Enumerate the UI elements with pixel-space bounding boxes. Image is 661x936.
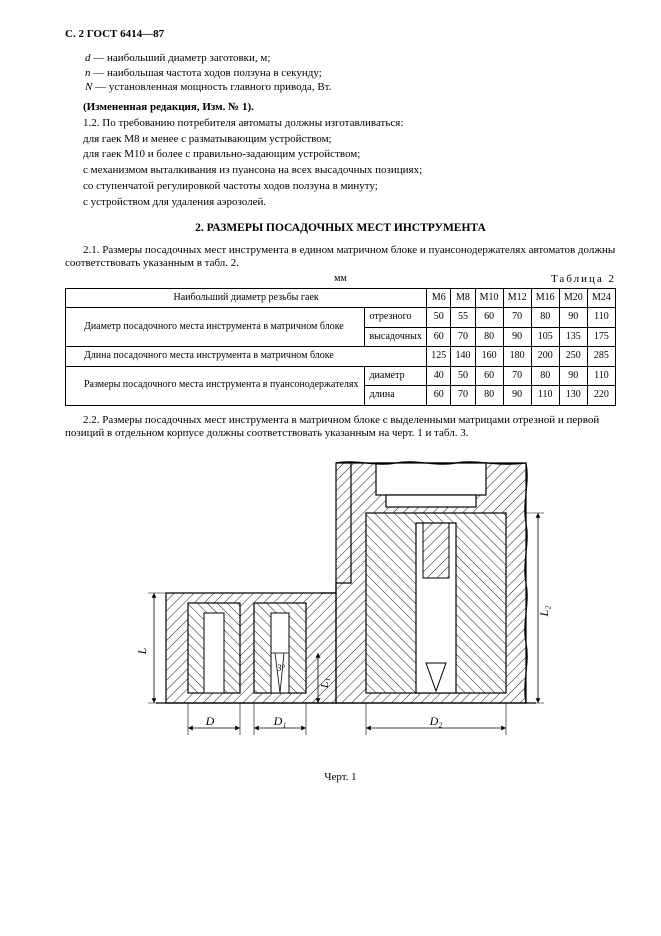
row-label: Размеры посадочного места инструмента в …: [66, 366, 365, 405]
page-header: С. 2 ГОСТ 6414—87: [65, 28, 616, 42]
row-sub: высадочных: [365, 327, 427, 347]
cell: 110: [531, 386, 559, 406]
edition-note: (Измененная редакция, Изм. № 1).: [65, 101, 616, 115]
cell: 60: [427, 327, 451, 347]
cell: 130: [559, 386, 587, 406]
cell: 135: [559, 327, 587, 347]
cell: 160: [475, 347, 503, 367]
dim-L2: L₂: [537, 606, 551, 618]
th-m8: М8: [451, 288, 475, 308]
cell: 105: [531, 327, 559, 347]
cell: 80: [531, 366, 559, 386]
def-N-text: — установленная мощность главного привод…: [92, 81, 331, 93]
cell: 110: [587, 308, 615, 328]
unit-mm: мм: [65, 273, 616, 286]
cell: 285: [587, 347, 615, 367]
figure-caption: Черт. 1: [65, 771, 616, 785]
cell: 60: [475, 308, 503, 328]
p-2-1: 2.1. Размеры посадочных мест инструмента…: [65, 244, 616, 272]
cell: 110: [587, 366, 615, 386]
symbol-definitions: d — наибольший диаметр заготовки, м; n —…: [85, 52, 616, 95]
row-sub: отрезного: [365, 308, 427, 328]
p12-line: для гаек М10 и более с правильно-задающи…: [65, 148, 616, 162]
dim-D1: D₁: [272, 714, 286, 728]
cell: 80: [531, 308, 559, 328]
p-1-2-lead: 1.2. По требованию потребителя автоматы …: [65, 117, 616, 131]
cell: 90: [503, 327, 531, 347]
th-m10: М10: [475, 288, 503, 308]
table-row: Диаметр посадочного места инструмента в …: [66, 308, 616, 328]
cell: 40: [427, 366, 451, 386]
def-line: n — наибольшая частота ходов ползуна в с…: [85, 67, 616, 81]
th-param: Наибольший диаметр резьбы гаек: [66, 288, 427, 308]
cell: 200: [531, 347, 559, 367]
cell: 90: [559, 308, 587, 328]
cell: 70: [451, 327, 475, 347]
row-label: Длина посадочного места инструмента в ма…: [66, 347, 427, 367]
cell: 90: [559, 366, 587, 386]
def-n-text: — наибольшая частота ходов ползуна в сек…: [91, 67, 322, 79]
table-head-row: Наибольший диаметр резьбы гаек М6 М8 М10…: [66, 288, 616, 308]
table-2-label: Таблица 2: [551, 273, 616, 287]
figure-1: D D₁ D₂ L L₁ L₂ 3°: [65, 453, 616, 785]
row-label: Диаметр посадочного места инструмента в …: [66, 308, 365, 347]
row-sub: диаметр: [365, 366, 427, 386]
p12-line: с устройством для удаления аэрозолей.: [65, 196, 616, 210]
def-line: N — установленная мощность главного прив…: [85, 81, 616, 95]
dim-L1: L₁: [319, 678, 331, 689]
table-row: Длина посадочного места инструмента в ма…: [66, 347, 616, 367]
p-2-2: 2.2. Размеры посадочных мест инструмента…: [65, 414, 616, 442]
th-m16: М16: [531, 288, 559, 308]
cell: 250: [559, 347, 587, 367]
cell: 140: [451, 347, 475, 367]
cell: 60: [475, 366, 503, 386]
th-m12: М12: [503, 288, 531, 308]
dim-D: D: [204, 714, 214, 728]
cell: 60: [427, 386, 451, 406]
th-m20: М20: [559, 288, 587, 308]
def-d-text: — наибольший диаметр заготовки, м;: [91, 52, 271, 64]
dim-D2: D₂: [428, 714, 442, 728]
cell: 220: [587, 386, 615, 406]
cell: 90: [503, 386, 531, 406]
cell: 80: [475, 327, 503, 347]
cell: 80: [475, 386, 503, 406]
cell: 125: [427, 347, 451, 367]
cell: 50: [427, 308, 451, 328]
cell: 70: [503, 308, 531, 328]
th-m24: М24: [587, 288, 615, 308]
cell: 175: [587, 327, 615, 347]
dim-L: L: [135, 647, 149, 655]
th-m6: М6: [427, 288, 451, 308]
p12-line: с механизмом выталкивания из пуансона на…: [65, 164, 616, 178]
cell: 180: [503, 347, 531, 367]
cell: 55: [451, 308, 475, 328]
document-page: { "header": { "text": "С. 2 ГОСТ 6414—87…: [0, 0, 661, 936]
p12-line: со ступенчатой регулировкой частоты ходо…: [65, 180, 616, 194]
angle-3deg: 3°: [275, 663, 285, 673]
table-row: Размеры посадочного места инструмента в …: [66, 366, 616, 386]
table-2: Наибольший диаметр резьбы гаек М6 М8 М10…: [65, 288, 616, 406]
def-line: d — наибольший диаметр заготовки, м;: [85, 52, 616, 66]
row-sub: длина: [365, 386, 427, 406]
p12-line: для гаек М8 и менее с разматывающим устр…: [65, 133, 616, 147]
cell: 70: [503, 366, 531, 386]
drawing-svg: D D₁ D₂ L L₁ L₂ 3°: [126, 453, 556, 763]
section-2-title: 2. РАЗМЕРЫ ПОСАДОЧНЫХ МЕСТ ИНСТРУМЕНТА: [65, 221, 616, 235]
cell: 50: [451, 366, 475, 386]
cell: 70: [451, 386, 475, 406]
